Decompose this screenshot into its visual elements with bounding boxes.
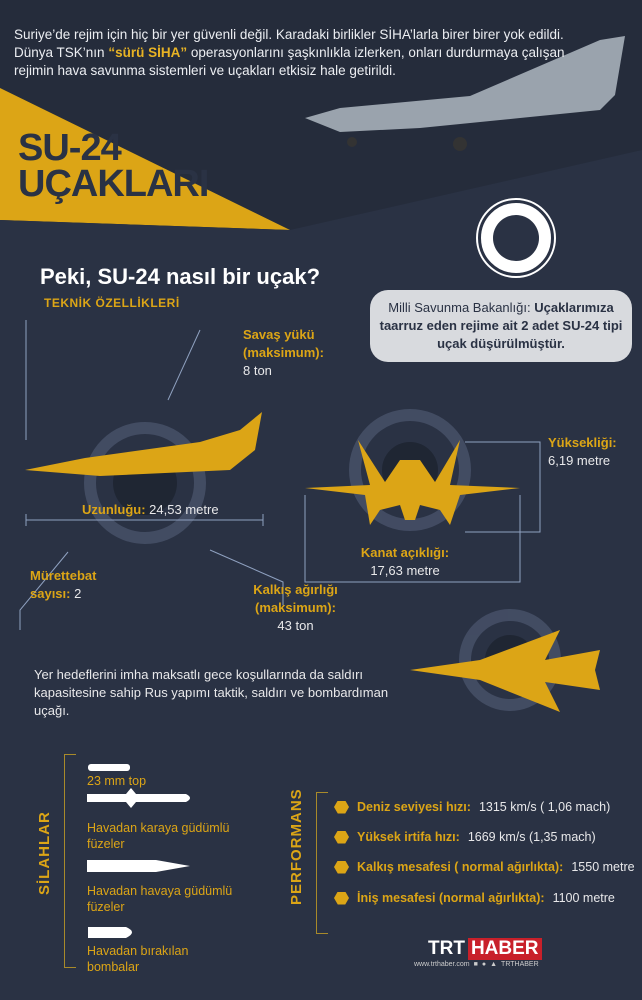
performance-item: Yüksek irtifa hızı: 1669 km/s (1,35 mach) xyxy=(334,830,596,844)
performance-item: Deniz seviyesi hızı: 1315 km/s ( 1,06 mac… xyxy=(334,800,610,814)
spec-crew: Mürettebat sayısı: 2 xyxy=(30,567,120,603)
intro-line: rejimin hava savunma sistemleri ve uçakl… xyxy=(14,63,396,78)
twitter-icon[interactable]: ▲ xyxy=(490,961,498,968)
intro-line: Suriye’de rejim için hiç bir yer güvenli… xyxy=(14,27,564,42)
gold-banner xyxy=(0,88,290,230)
jet-bullet-icon xyxy=(334,800,349,814)
spec-value: 24,53 metre xyxy=(149,502,219,517)
spec-takeoff-weight: Kalkış ağırlığı (maksimum): 43 ton xyxy=(248,581,343,635)
spec-label: Savaş yükü (maksimum): xyxy=(243,327,324,360)
aircraft-photo xyxy=(305,36,625,151)
spec-value: 6,19 metre xyxy=(548,453,611,468)
social-handle: TRTHABER xyxy=(501,961,539,968)
side-view-silhouette xyxy=(25,412,262,476)
spec-value: 2 xyxy=(74,586,82,601)
page-title: SU-24 UÇAKLARI xyxy=(18,127,209,205)
bubble-statement: Uçaklarımıza taarruz eden rejime ait 2 a… xyxy=(379,300,623,351)
intro-highlight: “sürü SİHA” xyxy=(108,45,188,60)
spec-value: 43 ton xyxy=(277,618,314,633)
jet-bullet-icon xyxy=(334,830,349,844)
aircraft-diagrams xyxy=(19,320,600,712)
perf-value: 1100 metre xyxy=(552,891,615,905)
performance-bracket xyxy=(316,792,328,934)
perf-value: 1315 km/s ( 1,06 mach) xyxy=(478,800,611,814)
section-subtitle: TEKNİK ÖZELLİKLERİ xyxy=(44,296,180,310)
weapon-icons xyxy=(87,764,190,938)
weapon-item: Havadan karaya güdümlü füzeler xyxy=(87,821,230,851)
title-line: SU-24 xyxy=(18,127,122,169)
instagram-icon[interactable]: ● xyxy=(481,961,487,968)
title-line: UÇAKLARI xyxy=(18,163,209,205)
logo-part: HABER xyxy=(467,938,542,960)
logo-part: TRT xyxy=(428,938,465,959)
weapon-item: Havadan havaya güdümlü füzeler xyxy=(87,884,233,914)
trt-haber-logo: TRT HABER xyxy=(425,938,542,960)
spec-wingspan: Kanat açıklığı: 17,63 metre xyxy=(355,544,455,580)
intro-line: Dünya TSK’nın “sürü SİHA” operasyonların… xyxy=(14,44,614,62)
section-question: Peki, SU-24 nasıl bir uçak? xyxy=(40,264,321,289)
performance-item: Kalkış mesafesi ( normal ağırlıkta): 1550… xyxy=(334,860,635,874)
intro-text-part: operasyonlarını şaşkınlıkla izlerken, on… xyxy=(187,45,565,60)
performance-heading: PERFORMANS xyxy=(288,788,305,905)
intro-text-part: Dünya TSK’nın xyxy=(14,45,109,60)
spec-value: 8 ton xyxy=(243,363,272,378)
weapon-item: 23 mm top xyxy=(87,774,147,788)
weapon-item: Havadan bırakılan bombalar xyxy=(87,944,189,974)
performance-item: İniş mesafesi (normal ağırlıkta): 1100 me… xyxy=(334,891,615,905)
perf-label: Deniz seviyesi hızı: xyxy=(357,800,471,814)
ministry-seal-icon xyxy=(476,198,556,278)
perf-label: Yüksek irtifa hızı: xyxy=(357,830,460,844)
footer-links: www.trthaber.com ■ ● ▲ TRTHABER xyxy=(414,961,539,968)
air-to-air-missile-icon xyxy=(87,860,190,872)
perf-value: 1669 km/s (1,35 mach) xyxy=(467,830,596,844)
bubble-source: Milli Savunma Bakanlığı: xyxy=(388,300,535,315)
cannon-icon xyxy=(88,764,130,771)
spec-label: Kanat açıklığı: xyxy=(360,545,450,560)
ministry-speech-bubble: Milli Savunma Bakanlığı: Uçaklarımıza ta… xyxy=(370,290,632,362)
weapons-bracket xyxy=(64,754,76,968)
intro-text: Suriye’de rejim için hiç bir yer güvenli… xyxy=(14,26,614,80)
jet-bullet-icon xyxy=(334,891,349,905)
jet-bullet-icon xyxy=(334,860,349,874)
spec-label: Kalkış ağırlığı (maksimum): xyxy=(253,582,338,615)
spec-payload: Savaş yükü (maksimum): 8 ton xyxy=(243,326,353,380)
spec-label: Yüksekliği: xyxy=(548,435,617,450)
top-view-silhouette xyxy=(410,630,600,712)
front-view-silhouette xyxy=(305,440,520,525)
perf-value: 1550 metre xyxy=(571,860,635,874)
bomb-icon xyxy=(88,927,132,938)
weapons-heading: SİLAHLAR xyxy=(36,811,53,895)
spec-label: Mürettebat sayısı: xyxy=(30,568,97,601)
air-to-ground-missile-icon xyxy=(87,788,190,808)
spec-length: Uzunluğu: 24,53 metre xyxy=(82,501,219,519)
perf-label: Kalkış mesafesi ( normal ağırlıkta): xyxy=(357,860,564,874)
website-link[interactable]: www.trthaber.com xyxy=(414,961,470,968)
perf-label: İniş mesafesi (normal ağırlıkta): xyxy=(357,891,545,905)
spec-value: 17,63 metre xyxy=(370,563,440,578)
spec-height: Yüksekliği: 6,19 metre xyxy=(548,434,617,470)
facebook-icon[interactable]: ■ xyxy=(473,961,478,968)
spec-label: Uzunluğu: xyxy=(82,502,146,517)
aircraft-description: Yer hedeflerini imha maksatlı gece koşul… xyxy=(34,667,389,718)
